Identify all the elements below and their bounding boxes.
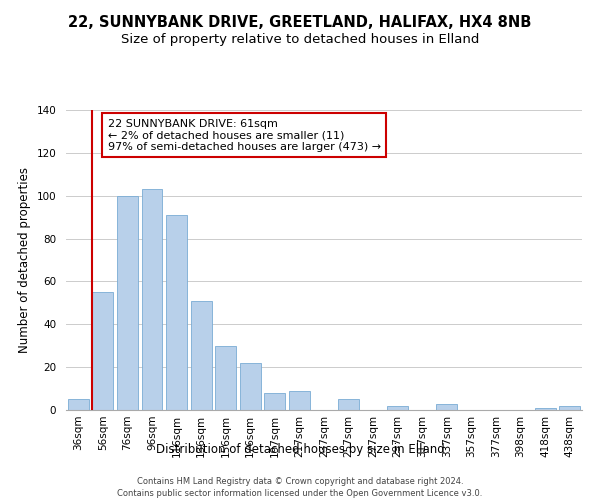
Bar: [338, 400, 359, 410]
Bar: [240, 363, 261, 410]
Bar: [387, 406, 408, 410]
Bar: [68, 400, 89, 410]
Bar: [436, 404, 457, 410]
Bar: [215, 346, 236, 410]
Bar: [92, 292, 113, 410]
Bar: [535, 408, 556, 410]
Bar: [265, 393, 286, 410]
Text: Contains public sector information licensed under the Open Government Licence v3: Contains public sector information licen…: [118, 489, 482, 498]
Text: Size of property relative to detached houses in Elland: Size of property relative to detached ho…: [121, 32, 479, 46]
Bar: [142, 190, 163, 410]
Bar: [559, 406, 580, 410]
Text: Contains HM Land Registry data © Crown copyright and database right 2024.: Contains HM Land Registry data © Crown c…: [137, 478, 463, 486]
Text: Distribution of detached houses by size in Elland: Distribution of detached houses by size …: [155, 442, 445, 456]
Bar: [191, 300, 212, 410]
Bar: [166, 215, 187, 410]
Text: 22 SUNNYBANK DRIVE: 61sqm
← 2% of detached houses are smaller (11)
97% of semi-d: 22 SUNNYBANK DRIVE: 61sqm ← 2% of detach…: [108, 118, 381, 152]
Y-axis label: Number of detached properties: Number of detached properties: [18, 167, 31, 353]
Text: 22, SUNNYBANK DRIVE, GREETLAND, HALIFAX, HX4 8NB: 22, SUNNYBANK DRIVE, GREETLAND, HALIFAX,…: [68, 15, 532, 30]
Bar: [117, 196, 138, 410]
Bar: [289, 390, 310, 410]
